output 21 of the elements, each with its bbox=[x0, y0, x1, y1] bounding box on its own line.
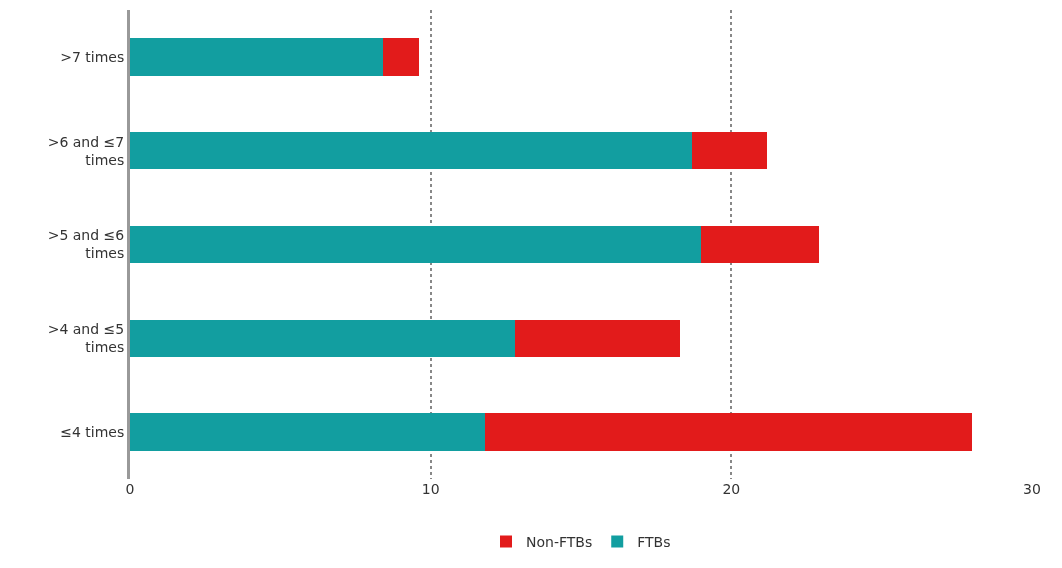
bar bbox=[130, 319, 515, 358]
bar bbox=[130, 131, 693, 170]
x-tick-label: 20 bbox=[722, 481, 741, 497]
y-tick-label: >5 and ≤6 times bbox=[47, 227, 125, 262]
legend-label: FTBs bbox=[637, 533, 671, 550]
legend-label: Non-FTBs bbox=[526, 533, 593, 550]
x-tick-label: 10 bbox=[421, 481, 440, 497]
y-tick-label: >4 and ≤5 times bbox=[47, 321, 125, 356]
bar bbox=[130, 38, 383, 76]
bar bbox=[692, 131, 768, 170]
bar bbox=[130, 413, 485, 451]
bar bbox=[130, 225, 702, 264]
bar bbox=[382, 38, 419, 76]
y-tick-label: ≤4 times bbox=[60, 424, 125, 440]
y-tick-label: >7 times bbox=[60, 48, 125, 65]
bar bbox=[701, 225, 819, 264]
x-tick-label: 30 bbox=[1023, 481, 1041, 497]
y-tick-label: >6 and ≤7 times bbox=[47, 133, 125, 168]
x-tick-label: 0 bbox=[125, 481, 135, 497]
bar bbox=[484, 413, 972, 451]
bar bbox=[514, 319, 681, 358]
